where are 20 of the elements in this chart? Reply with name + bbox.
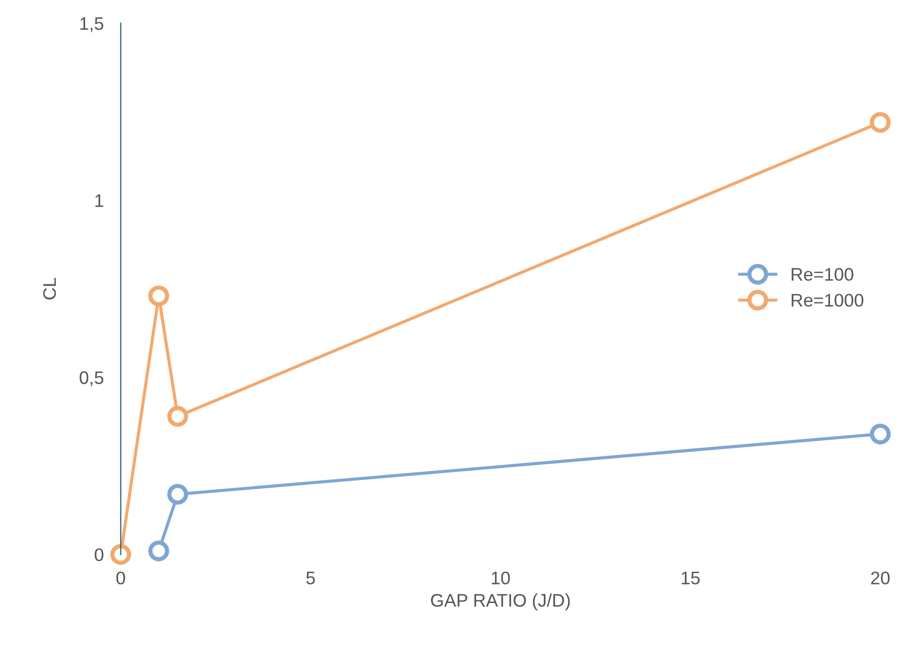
x-tick-label: 10 <box>492 572 510 584</box>
point <box>148 540 170 562</box>
y-axis-title: CL <box>43 278 56 300</box>
y-tick-label: 1,5 <box>80 17 104 32</box>
point <box>110 544 132 565</box>
y-tick-label: 1 <box>95 194 104 207</box>
point <box>167 484 188 505</box>
x-tick-label: 20 <box>871 572 890 584</box>
x-tick-label: 0 <box>116 572 126 584</box>
x-tick-label: 15 <box>682 572 700 584</box>
point <box>870 424 891 444</box>
point <box>870 112 891 133</box>
x-axis-title: GAP RATIO (J/D) <box>431 593 570 610</box>
point <box>148 286 170 306</box>
y-tick-label: 0 <box>94 548 104 562</box>
point <box>167 406 188 427</box>
legend-label: Re=1000 <box>792 294 864 307</box>
y-tick-label: 0,5 <box>80 371 104 386</box>
x-tick-label: 5 <box>306 572 315 584</box>
legend-label: Re=100 <box>792 268 854 281</box>
